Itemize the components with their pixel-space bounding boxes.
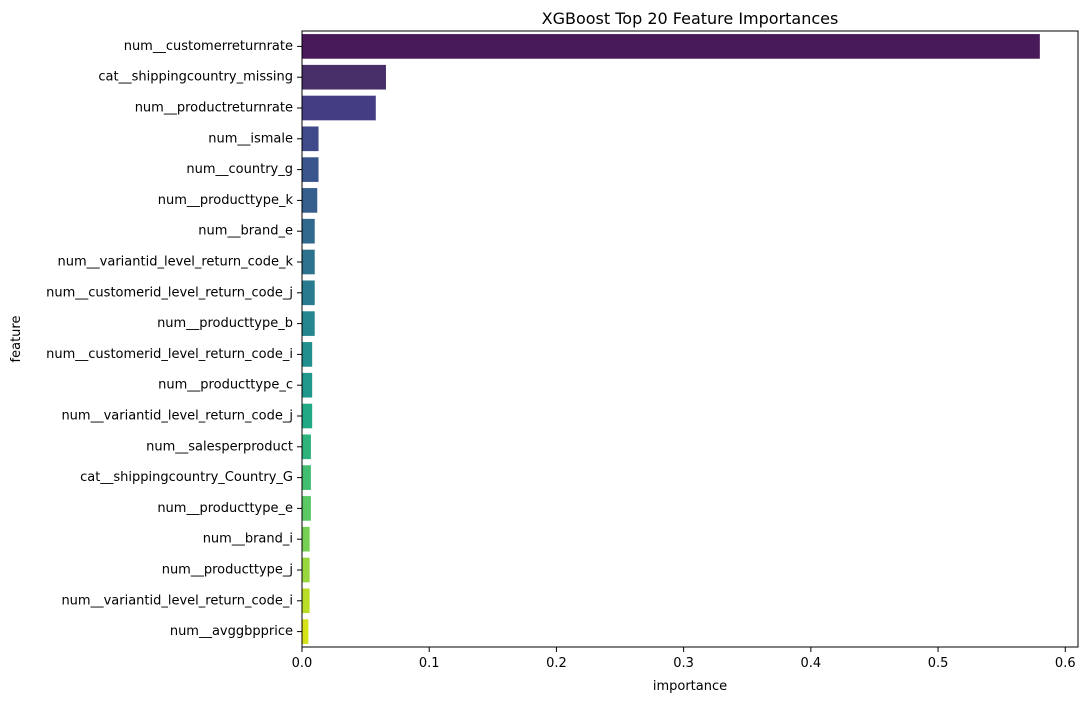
y-tick-label: num__ismale [208, 131, 293, 146]
x-tick-label: 0.0 [292, 656, 313, 671]
bar-num__salesperproduct [302, 434, 311, 460]
y-tick-label: num__customerreturnrate [124, 39, 293, 54]
bar-num__brand_i [302, 526, 310, 552]
y-tick-label: num__producttype_b [157, 316, 293, 331]
bar-num__country_g [302, 157, 319, 182]
bar-num__variantid_level_return_code_k [302, 249, 315, 275]
y-tick-label: num__customerid_level_return_code_j [46, 285, 293, 300]
x-tick-label: 0.3 [673, 656, 694, 671]
y-axis-label: feature [9, 316, 24, 363]
y-tick-label: num__avggbpprice [170, 624, 293, 639]
y-tick-label: num__country_g [186, 162, 293, 177]
y-tick-label: num__producttype_e [157, 501, 293, 516]
y-tick-label: num__producttype_c [158, 378, 293, 393]
plot-frame [301, 30, 1079, 648]
bar-num__ismale [302, 126, 319, 152]
bar-num__producttype_k [302, 188, 318, 213]
y-tick-label: num__salesperproduct [146, 439, 293, 454]
x-axis-label: importance [653, 679, 727, 694]
y-tick-label: num__productreturnrate [135, 101, 293, 116]
y-tick-label: num__producttype_k [158, 193, 294, 208]
bar-num__productreturnrate [302, 95, 376, 121]
y-tick-label: num__variantid_level_return_code_i [61, 593, 293, 608]
bar-num__producttype_j [302, 557, 310, 583]
bars-group [302, 34, 1040, 644]
y-tick-label: cat__shippingcountry_missing [98, 70, 293, 85]
chart-title: XGBoost Top 20 Feature Importances [542, 9, 839, 28]
y-tick-label: num__producttype_j [162, 563, 293, 578]
x-tick-label: 0.5 [928, 656, 949, 671]
bar-num__avggbpprice [302, 619, 309, 644]
y-tick-label: num__variantid_level_return_code_k [58, 255, 294, 270]
bar-num__producttype_c [302, 372, 313, 398]
bar-num__customerid_level_return_code_i [302, 342, 313, 367]
bar-num__brand_e [302, 218, 315, 244]
y-tick-label: num__brand_i [203, 532, 293, 547]
x-tick-label: 0.1 [419, 656, 440, 671]
bar-num__producttype_e [302, 496, 311, 521]
bar-num__customerid_level_return_code_j [302, 280, 315, 306]
x-tick-label: 0.6 [1055, 656, 1076, 671]
bar-cat__shippingcountry_Country_G [302, 465, 311, 490]
bar-num__customerreturnrate [302, 34, 1040, 59]
bar-num__producttype_b [302, 311, 315, 336]
x-tick-label: 0.4 [801, 656, 822, 671]
x-tick-label: 0.2 [546, 656, 567, 671]
y-tick-label: num__customerid_level_return_code_i [46, 347, 293, 362]
y-tick-label: num__brand_e [198, 224, 293, 239]
y-axis-ticks: num__customerreturnrate cat__shippingcoun… [46, 39, 302, 639]
bar-cat__shippingcountry_missing [302, 64, 386, 90]
bar-num__variantid_level_return_code_i [302, 588, 310, 614]
bar-num__variantid_level_return_code_j [302, 403, 313, 429]
y-tick-label: cat__shippingcountry_Country_G [80, 470, 293, 485]
y-tick-label: num__variantid_level_return_code_j [61, 409, 293, 424]
x-axis-ticks: 0.0 0.1 0.2 0.3 0.4 0.5 0.6 [292, 647, 1076, 671]
